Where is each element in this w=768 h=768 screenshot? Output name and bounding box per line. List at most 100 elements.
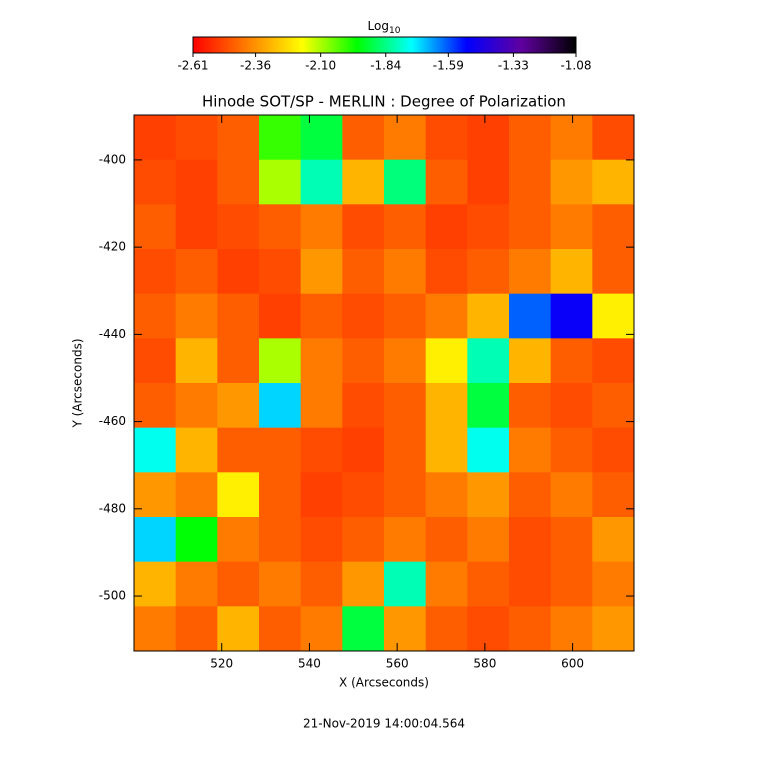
heatmap-cell — [300, 204, 343, 250]
y-axis-label: Y (Arcseconds) — [71, 338, 85, 428]
heatmap-cell — [175, 204, 218, 250]
y-tick-label: -440 — [99, 327, 126, 341]
heatmap-cell — [175, 383, 218, 429]
heatmap-cell — [592, 427, 635, 473]
heatmap-cell — [425, 561, 468, 607]
colorbar-tick-label: -2.36 — [240, 59, 271, 73]
heatmap-cell — [134, 561, 177, 607]
heatmap-cell — [259, 561, 302, 607]
heatmap-cell — [550, 293, 593, 339]
heatmap-cell — [425, 249, 468, 295]
heatmap-cell — [509, 427, 552, 473]
heatmap-cell — [425, 517, 468, 563]
heatmap-cell — [134, 204, 177, 250]
heatmap-cell — [134, 606, 177, 652]
heatmap-cell — [592, 472, 635, 518]
heatmap-cell — [217, 472, 260, 518]
heatmap-cell — [592, 561, 635, 607]
heatmap-cell — [217, 249, 260, 295]
heatmap-cell — [467, 472, 510, 518]
heatmap-cell — [592, 383, 635, 429]
colorbar-tick-label: -2.61 — [177, 59, 208, 73]
heatmap-cell — [259, 159, 302, 205]
heatmap-cell — [425, 115, 468, 161]
heatmap-cell — [467, 204, 510, 250]
heatmap-cell — [509, 249, 552, 295]
heatmap-cell — [259, 517, 302, 563]
heatmap-cell — [384, 249, 427, 295]
heatmap-cell — [509, 517, 552, 563]
heatmap-cell — [384, 293, 427, 339]
heatmap-cell — [467, 338, 510, 384]
heatmap-cell — [509, 561, 552, 607]
heatmap-cell — [467, 383, 510, 429]
x-tick-label: 580 — [473, 657, 496, 671]
heatmap-cell — [550, 561, 593, 607]
heatmap-cell — [592, 115, 635, 161]
heatmap-cell — [259, 338, 302, 384]
heatmap-cell — [384, 204, 427, 250]
heatmap-cell — [550, 115, 593, 161]
heatmap-cell — [509, 338, 552, 384]
heatmap-cell — [175, 249, 218, 295]
heatmap-cell — [550, 383, 593, 429]
x-axis-label: X (Arcseconds) — [339, 676, 429, 690]
heatmap-cell — [217, 204, 260, 250]
colorbar-tick-label: -1.84 — [370, 59, 401, 73]
heatmap-cell — [175, 517, 218, 563]
colorbar-label: Log10 — [368, 19, 401, 36]
heatmap-cell — [592, 517, 635, 563]
heatmap-cell — [259, 204, 302, 250]
heatmap-cell — [509, 293, 552, 339]
heatmap-cell — [175, 606, 218, 652]
heatmap-cell — [342, 293, 385, 339]
heatmap-cell — [550, 159, 593, 205]
heatmap-cell — [300, 338, 343, 384]
heatmap-cell — [509, 115, 552, 161]
heatmap-cell — [217, 517, 260, 563]
heatmap-cell — [175, 293, 218, 339]
heatmap-cell — [300, 606, 343, 652]
heatmap-cell — [467, 561, 510, 607]
heatmap-cell — [509, 159, 552, 205]
heatmap-cell — [259, 472, 302, 518]
heatmap-cell — [134, 293, 177, 339]
heatmap-cell — [592, 338, 635, 384]
heatmap-cell — [300, 159, 343, 205]
heatmap-cell — [425, 159, 468, 205]
heatmap-cell — [175, 561, 218, 607]
heatmap-cell — [384, 517, 427, 563]
heatmap-cell — [509, 472, 552, 518]
heatmap-cell — [342, 115, 385, 161]
heatmap-cell — [342, 427, 385, 473]
heatmap-cell — [175, 115, 218, 161]
heatmap-cell — [592, 293, 635, 339]
heatmap-cell — [342, 204, 385, 250]
heatmap-cell — [134, 338, 177, 384]
colorbar-tick-label: -1.33 — [498, 59, 529, 73]
heatmap-cell — [300, 517, 343, 563]
heatmap-cell — [550, 472, 593, 518]
heatmap-cell — [550, 204, 593, 250]
heatmap-cell — [175, 338, 218, 384]
heatmap-cell — [425, 293, 468, 339]
x-tick-label: 540 — [298, 657, 321, 671]
heatmap-cell — [342, 561, 385, 607]
x-tick-label: 600 — [561, 657, 584, 671]
y-tick-label: -400 — [99, 152, 126, 166]
heatmap-cell — [134, 427, 177, 473]
heatmap-cell — [425, 427, 468, 473]
heatmap-cell — [217, 427, 260, 473]
heatmap-cell — [550, 517, 593, 563]
heatmap-cell — [550, 606, 593, 652]
heatmap-cell — [134, 249, 177, 295]
heatmap-cell — [342, 517, 385, 563]
heatmap-cell — [425, 606, 468, 652]
heatmap-cell — [217, 159, 260, 205]
heatmap — [134, 115, 635, 652]
x-tick-label: 560 — [386, 657, 409, 671]
heatmap-cell — [134, 383, 177, 429]
heatmap-cell — [342, 606, 385, 652]
heatmap-cell — [217, 293, 260, 339]
